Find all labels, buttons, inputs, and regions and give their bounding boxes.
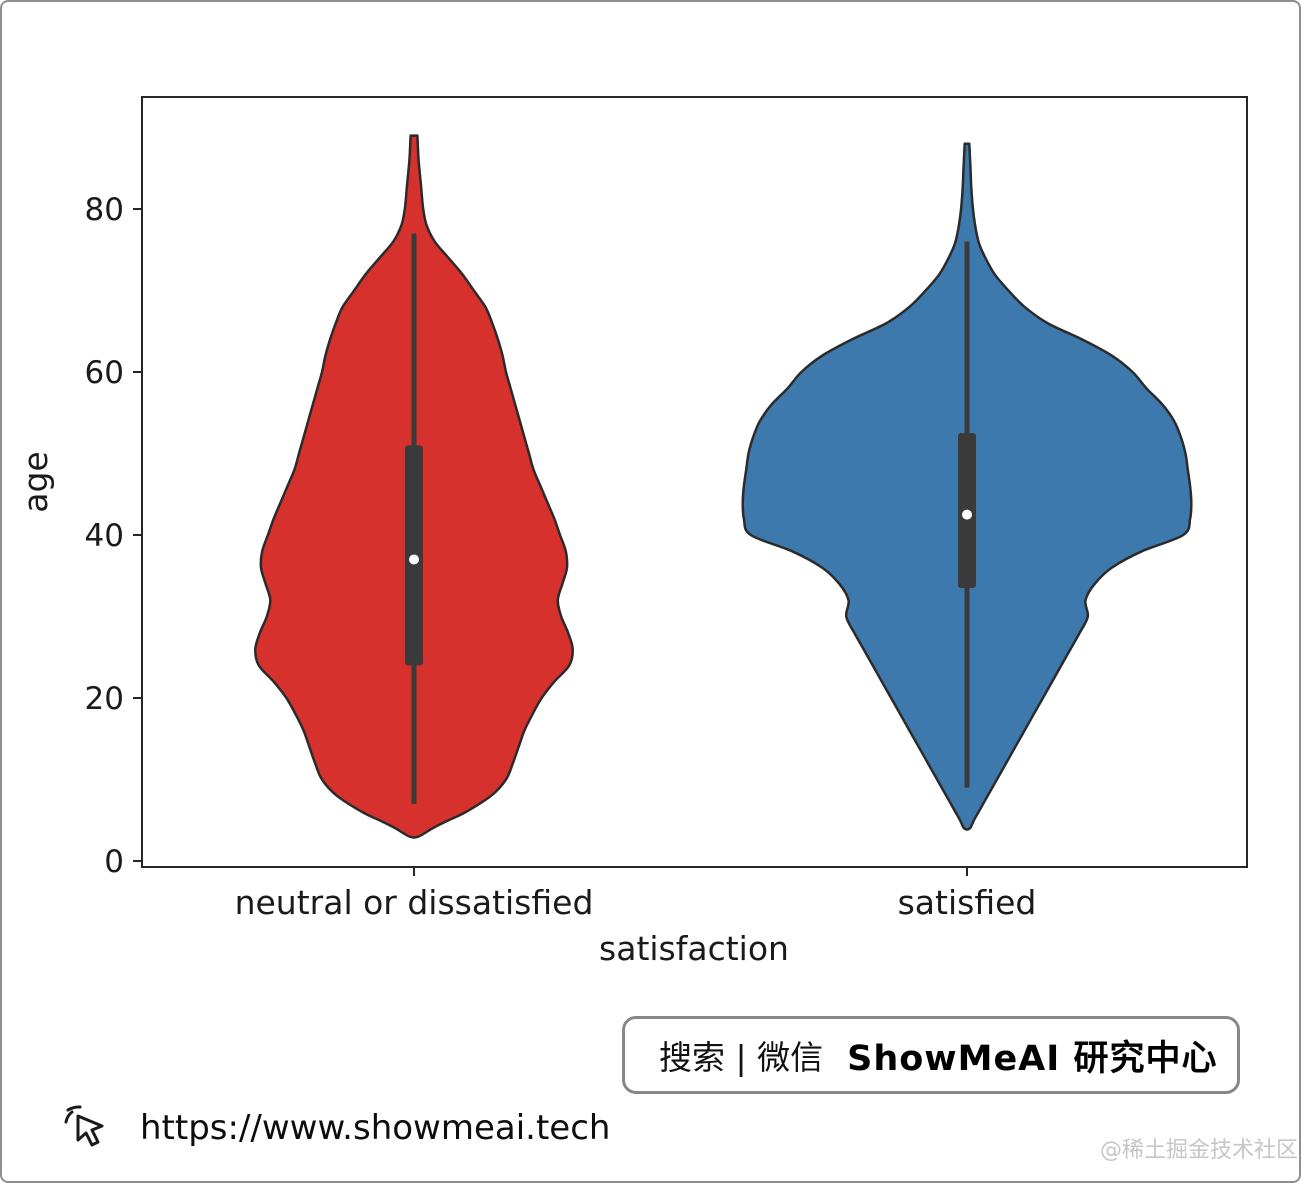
- community-watermark: @稀土掘金技术社区: [1100, 1138, 1299, 1163]
- svg-text:60: 60: [85, 355, 124, 391]
- cursor-icon: [64, 1105, 104, 1147]
- violin-satisfied: [741, 142, 1193, 831]
- website-url: https://www.showmeai.tech: [140, 1108, 611, 1148]
- search-prefix-text: 搜索 | 微信: [659, 1038, 824, 1077]
- svg-text:0: 0: [104, 844, 124, 880]
- y-axis: 0 20 40 60 80: [85, 192, 142, 880]
- wechat-search-box: 搜索 | 微信 ShowMeAI 研究中心: [622, 1016, 1240, 1094]
- violin-chart: 0 20 40 60 80 neutral or dissatisfied satisfi…: [16, 96, 1248, 968]
- svg-text:neutral or dissatisfied: neutral or dissatisfied: [235, 883, 594, 922]
- y-axis-label: age: [16, 451, 55, 512]
- x-axis: neutral or dissatisfied satisfied: [235, 867, 1037, 922]
- plot-border: [141, 96, 1248, 868]
- violins: [254, 134, 1193, 839]
- violin-neutral-or-dissatisfied: [254, 134, 574, 839]
- svg-text:40: 40: [85, 518, 124, 554]
- svg-text:80: 80: [85, 192, 124, 228]
- brand-text: ShowMeAI 研究中心: [847, 1038, 1218, 1079]
- svg-text:satisfied: satisfied: [898, 883, 1037, 922]
- website-row: https://www.showmeai.tech: [58, 1102, 610, 1154]
- svg-text:20: 20: [85, 681, 124, 717]
- x-axis-label: satisfaction: [599, 929, 789, 968]
